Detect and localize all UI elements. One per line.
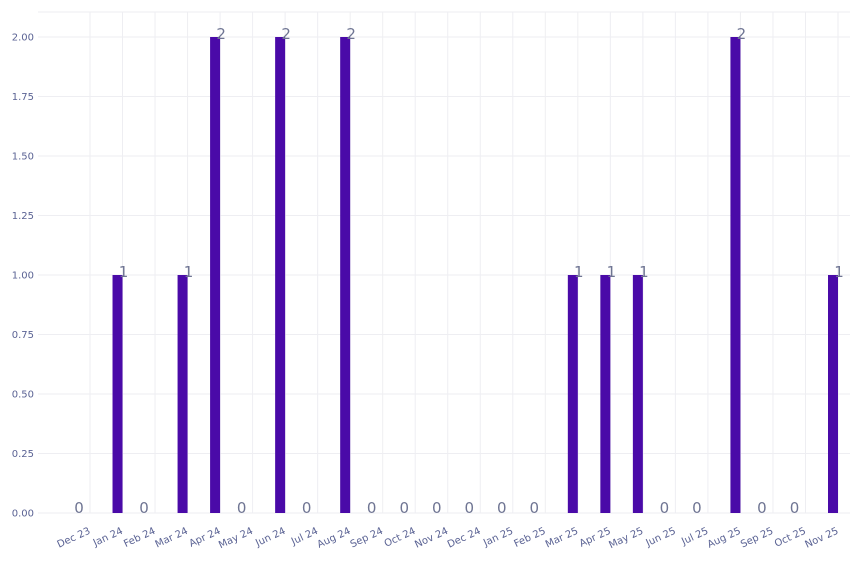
bar bbox=[340, 37, 351, 513]
data-label: 2 bbox=[737, 25, 747, 43]
y-tick-label: 1.50 bbox=[12, 152, 34, 163]
x-tick-label: Apr 24 bbox=[188, 526, 223, 550]
x-tick-label: Jul 24 bbox=[289, 526, 320, 548]
data-labels: 0 1 0 1 2 0 2 0 2 0 0 0 0 0 0 1 1 1 0 0 2 0 0 1 bbox=[74, 25, 844, 517]
data-label: 0 bbox=[790, 499, 800, 517]
x-tick-label: Dec 23 bbox=[56, 526, 93, 551]
x-tick-label: Oct 24 bbox=[383, 526, 418, 550]
data-label: 1 bbox=[119, 263, 129, 281]
data-label: 0 bbox=[302, 499, 312, 517]
data-label: 1 bbox=[607, 263, 617, 281]
x-tick-label: Feb 24 bbox=[122, 526, 157, 550]
x-tick-label: Apr 25 bbox=[578, 526, 613, 550]
bar bbox=[275, 37, 286, 513]
y-tick-label: 0.00 bbox=[12, 509, 34, 520]
x-tick-label: Aug 25 bbox=[706, 526, 743, 551]
y-tick-label: 0.50 bbox=[12, 390, 34, 401]
y-tick-label: 1.00 bbox=[12, 271, 34, 282]
data-label: 0 bbox=[660, 499, 670, 517]
data-label: 0 bbox=[74, 499, 84, 517]
data-label: 0 bbox=[530, 499, 540, 517]
x-tick-label: Feb 25 bbox=[512, 526, 547, 550]
x-tick-label: Mar 25 bbox=[544, 526, 580, 551]
x-tick-label: Jan 25 bbox=[481, 526, 515, 550]
data-label: 1 bbox=[834, 263, 844, 281]
data-label: 0 bbox=[237, 499, 247, 517]
x-tick-label: Nov 24 bbox=[413, 526, 450, 551]
data-label: 0 bbox=[464, 499, 474, 517]
data-label: 1 bbox=[184, 263, 194, 281]
data-label: 1 bbox=[574, 263, 584, 281]
bar bbox=[600, 275, 611, 513]
data-label: 0 bbox=[757, 499, 767, 517]
data-label: 0 bbox=[139, 499, 149, 517]
y-axis: 0.00 0.25 0.50 0.75 1.00 1.25 1.50 1.75 2.00 bbox=[12, 33, 34, 520]
data-label: 0 bbox=[432, 499, 442, 517]
x-tick-label: May 24 bbox=[217, 526, 255, 551]
bar bbox=[632, 275, 643, 513]
y-tick-label: 0.75 bbox=[12, 330, 34, 341]
bars bbox=[112, 37, 838, 513]
data-label: 0 bbox=[399, 499, 409, 517]
x-tick-label: Jul 25 bbox=[679, 526, 710, 548]
x-tick-label: Mar 24 bbox=[154, 526, 190, 551]
y-tick-label: 1.25 bbox=[12, 211, 34, 222]
data-label: 2 bbox=[216, 25, 226, 43]
grid-lines bbox=[38, 11, 850, 514]
x-tick-label: Nov 25 bbox=[804, 526, 841, 551]
bar bbox=[828, 275, 838, 513]
bar bbox=[567, 275, 578, 513]
data-label: 2 bbox=[346, 25, 356, 43]
y-tick-label: 0.25 bbox=[12, 449, 34, 460]
data-label: 0 bbox=[367, 499, 377, 517]
bar bbox=[112, 275, 123, 513]
y-tick-label: 1.75 bbox=[12, 92, 34, 103]
bar bbox=[177, 275, 188, 513]
x-tick-label: Aug 24 bbox=[316, 526, 353, 551]
x-tick-label: Jun 25 bbox=[644, 526, 678, 550]
x-tick-label: Jun 24 bbox=[253, 526, 287, 550]
data-label: 2 bbox=[281, 25, 291, 43]
bar bbox=[730, 37, 741, 513]
x-tick-label: Dec 24 bbox=[446, 526, 483, 551]
data-label: 1 bbox=[639, 263, 649, 281]
x-tick-label: Sep 25 bbox=[739, 526, 775, 551]
x-tick-label: Oct 25 bbox=[773, 526, 808, 550]
data-label: 0 bbox=[497, 499, 507, 517]
x-tick-label: Jan 24 bbox=[91, 526, 125, 550]
x-tick-label: May 25 bbox=[607, 526, 645, 551]
y-tick-label: 2.00 bbox=[12, 33, 34, 44]
data-label: 0 bbox=[692, 499, 702, 517]
bar bbox=[210, 37, 221, 513]
x-tick-label: Sep 24 bbox=[349, 526, 385, 551]
